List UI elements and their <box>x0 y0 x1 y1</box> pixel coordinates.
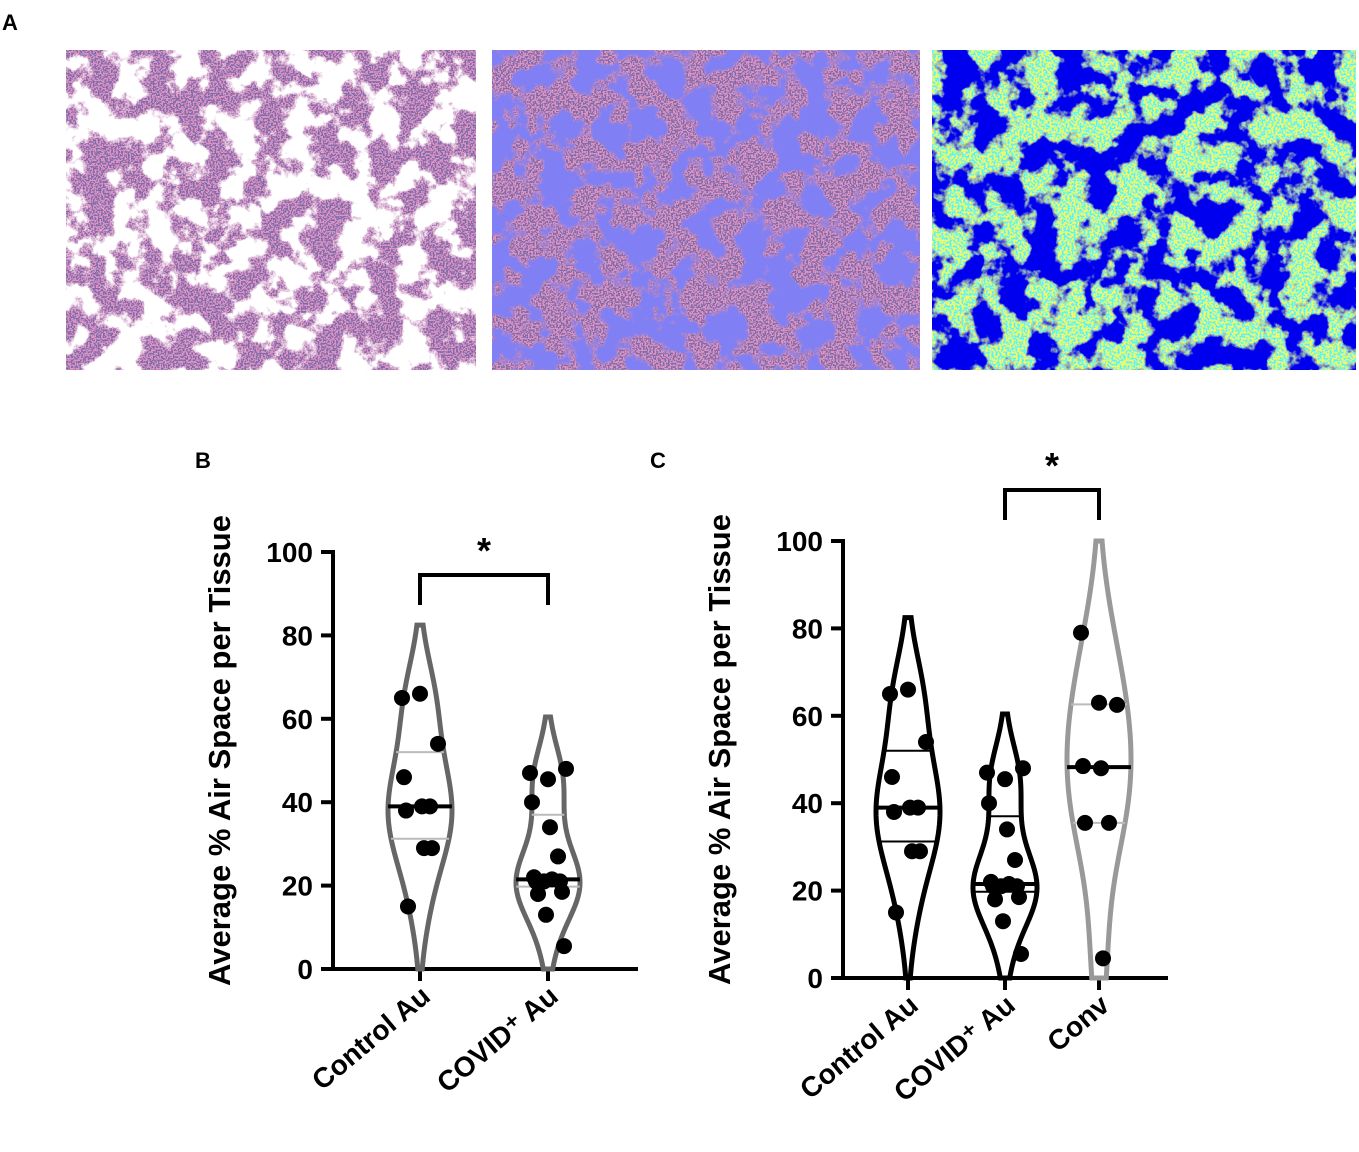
data-point <box>918 734 934 751</box>
data-point <box>400 898 416 915</box>
y-axis-label: Average % Air Space per Tissue <box>202 515 237 986</box>
data-point <box>542 819 558 836</box>
y-tick-label: 100 <box>776 526 823 557</box>
data-point <box>1011 889 1027 906</box>
classified-texture <box>932 50 1356 370</box>
y-tick-label: 20 <box>282 871 313 902</box>
data-point <box>558 760 574 777</box>
violin <box>513 714 583 972</box>
data-point <box>979 764 995 781</box>
violin <box>385 622 455 972</box>
y-tick-label: 80 <box>792 613 823 644</box>
data-point <box>398 802 414 819</box>
data-point <box>1015 760 1031 777</box>
data-point <box>1095 950 1111 967</box>
data-point <box>1013 945 1029 962</box>
data-point <box>993 878 1009 895</box>
y-tick-label: 0 <box>297 954 313 985</box>
data-point <box>987 891 1003 908</box>
x-tick-label: COVID⁺ Au <box>431 980 564 1099</box>
panel-label: C <box>650 448 666 473</box>
data-point <box>1101 814 1117 831</box>
data-point <box>999 821 1015 838</box>
data-point <box>1093 760 1109 777</box>
violin <box>970 711 1040 981</box>
data-point <box>882 685 898 702</box>
significance-bracket <box>1003 488 1101 520</box>
y-tick-label: 60 <box>792 701 823 732</box>
data-point <box>910 799 926 816</box>
data-point <box>524 794 540 811</box>
x-tick-label: Control Au <box>306 980 436 1096</box>
data-point <box>530 885 546 902</box>
violin <box>1064 538 1134 981</box>
data-point <box>886 803 902 820</box>
data-point <box>1075 758 1091 775</box>
data-point <box>412 685 428 702</box>
data-point <box>538 906 554 923</box>
significance-label: * <box>1045 445 1059 486</box>
data-point <box>1007 852 1023 869</box>
data-point <box>884 768 900 785</box>
panel-label: B <box>195 448 211 473</box>
data-point <box>981 795 997 812</box>
panel-label: A <box>2 10 18 35</box>
y-tick-label: 100 <box>266 537 313 568</box>
data-point <box>424 840 440 857</box>
y-tick-label: 40 <box>282 787 313 818</box>
data-point <box>540 771 556 788</box>
data-point <box>995 913 1011 930</box>
histology-texture <box>66 50 476 370</box>
data-point <box>1109 696 1125 713</box>
data-point <box>554 883 570 900</box>
data-point <box>522 765 538 782</box>
y-tick-label: 0 <box>807 963 823 994</box>
y-tick-label: 60 <box>282 704 313 735</box>
data-point <box>888 904 904 921</box>
data-point <box>422 798 438 815</box>
y-tick-label: 20 <box>792 876 823 907</box>
y-axis-label: Average % Air Space per Tissue <box>702 514 737 985</box>
data-point <box>550 848 566 865</box>
x-tick-label: Conv <box>1041 989 1115 1058</box>
data-point <box>536 873 552 890</box>
data-point <box>396 769 412 786</box>
data-point <box>900 681 916 698</box>
data-point <box>912 843 928 860</box>
significance-label: * <box>477 530 491 571</box>
y-tick-label: 40 <box>792 788 823 819</box>
violin <box>873 615 943 981</box>
data-point <box>394 689 410 706</box>
y-tick-label: 80 <box>282 620 313 651</box>
data-point <box>1077 814 1093 831</box>
significance-bracket <box>418 573 550 605</box>
data-point <box>997 771 1013 788</box>
data-point <box>1091 694 1107 711</box>
segmented-texture <box>492 50 920 370</box>
data-point <box>556 938 572 955</box>
data-point <box>1073 624 1089 641</box>
data-point <box>430 735 446 752</box>
